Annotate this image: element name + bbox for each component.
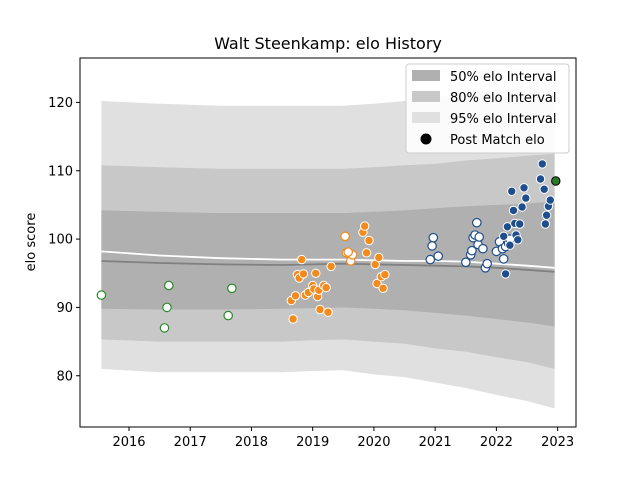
data-point-orange — [360, 221, 370, 231]
legend-label: 80% elo Interval — [450, 91, 557, 106]
data-point-green — [223, 310, 233, 321]
legend: 50% elo Interval 80% elo Interval 95% elo … — [405, 63, 570, 154]
data-point-orange — [298, 269, 309, 279]
data-point-green — [164, 280, 174, 291]
data-point-blue — [460, 257, 471, 268]
data-point-blue — [545, 195, 555, 205]
legend-swatch — [412, 91, 440, 102]
data-point-blue — [498, 254, 509, 264]
data-point-blue — [540, 219, 551, 229]
x-tick-label: 2017 — [174, 435, 207, 450]
data-point-orange — [326, 261, 336, 272]
data-point-green — [96, 290, 107, 300]
data-point-blue — [517, 202, 527, 212]
data-point-orange — [315, 304, 325, 315]
data-point-blue — [474, 232, 484, 242]
data-point-blue — [500, 269, 511, 279]
data-point-orange — [321, 282, 331, 293]
data-point-blue — [507, 186, 517, 197]
data-point-orange — [311, 268, 321, 278]
data-point-blue — [521, 193, 531, 203]
y-tick-label: 80 — [56, 369, 73, 384]
data-point-orange — [288, 314, 298, 324]
data-point-blue — [535, 174, 546, 184]
y-tick-label: 100 — [48, 233, 73, 248]
data-point-blue — [515, 219, 525, 229]
x-tick-label: 2019 — [296, 435, 329, 450]
data-point-blue — [519, 183, 529, 193]
data-point-orange — [323, 307, 333, 317]
data-point-latest — [551, 176, 561, 186]
data-point-orange — [372, 278, 382, 289]
x-tick-label: 2020 — [357, 435, 390, 450]
y-tick-label: 110 — [48, 164, 73, 179]
x-tick-label: 2021 — [419, 435, 452, 450]
data-point-green — [227, 283, 237, 294]
data-point-blue — [433, 251, 443, 262]
data-point-orange — [343, 247, 353, 257]
legend-label: 95% elo Interval — [450, 112, 557, 127]
data-point-blue — [471, 217, 482, 228]
data-point-blue — [508, 205, 519, 216]
legend-swatch — [412, 70, 440, 81]
legend-box — [405, 63, 570, 154]
data-point-orange — [297, 254, 307, 265]
data-point-blue — [499, 231, 509, 242]
y-axis: 80 90 100 110 120 — [48, 96, 80, 384]
data-point-green — [162, 302, 172, 313]
legend-swatch — [412, 112, 440, 123]
data-point-orange — [364, 235, 374, 246]
legend-marker — [420, 133, 432, 145]
data-point-orange — [361, 248, 372, 258]
legend-label: 50% elo Interval — [450, 70, 557, 85]
data-point-blue — [537, 159, 547, 169]
data-point-blue — [467, 245, 477, 256]
data-point-orange — [374, 252, 384, 263]
legend-label: Post Match elo — [450, 133, 545, 148]
data-point-blue — [478, 243, 488, 254]
data-point-blue — [513, 235, 523, 245]
data-point-orange — [378, 283, 388, 293]
data-point-orange — [290, 291, 301, 301]
data-point-green — [159, 323, 170, 333]
interval-bands — [101, 83, 555, 409]
plot-frame — [79, 57, 577, 428]
data-point-blue — [541, 210, 552, 220]
x-tick-label: 2018 — [235, 435, 268, 450]
data-point-blue — [482, 258, 492, 269]
data-point-blue — [427, 241, 437, 251]
data-point-blue — [539, 184, 549, 194]
x-tick-label: 2023 — [541, 435, 574, 450]
data-points — [96, 159, 561, 333]
data-point-blue — [428, 232, 439, 243]
x-axis: 2016 2017 2018 2019 2020 2021 2022 2023 — [112, 427, 574, 450]
y-axis-label: elo score — [24, 213, 39, 272]
chart-title: Walt Steenkamp: elo History — [214, 34, 442, 53]
data-point-orange — [380, 269, 390, 280]
data-point-orange — [340, 231, 350, 242]
x-tick-label: 2022 — [480, 435, 513, 450]
plot-area — [96, 83, 561, 409]
y-tick-label: 90 — [56, 301, 73, 316]
data-point-blue — [505, 240, 515, 250]
x-tick-label: 2016 — [112, 435, 145, 450]
data-point-blue — [425, 254, 436, 265]
y-tick-label: 120 — [48, 96, 73, 111]
